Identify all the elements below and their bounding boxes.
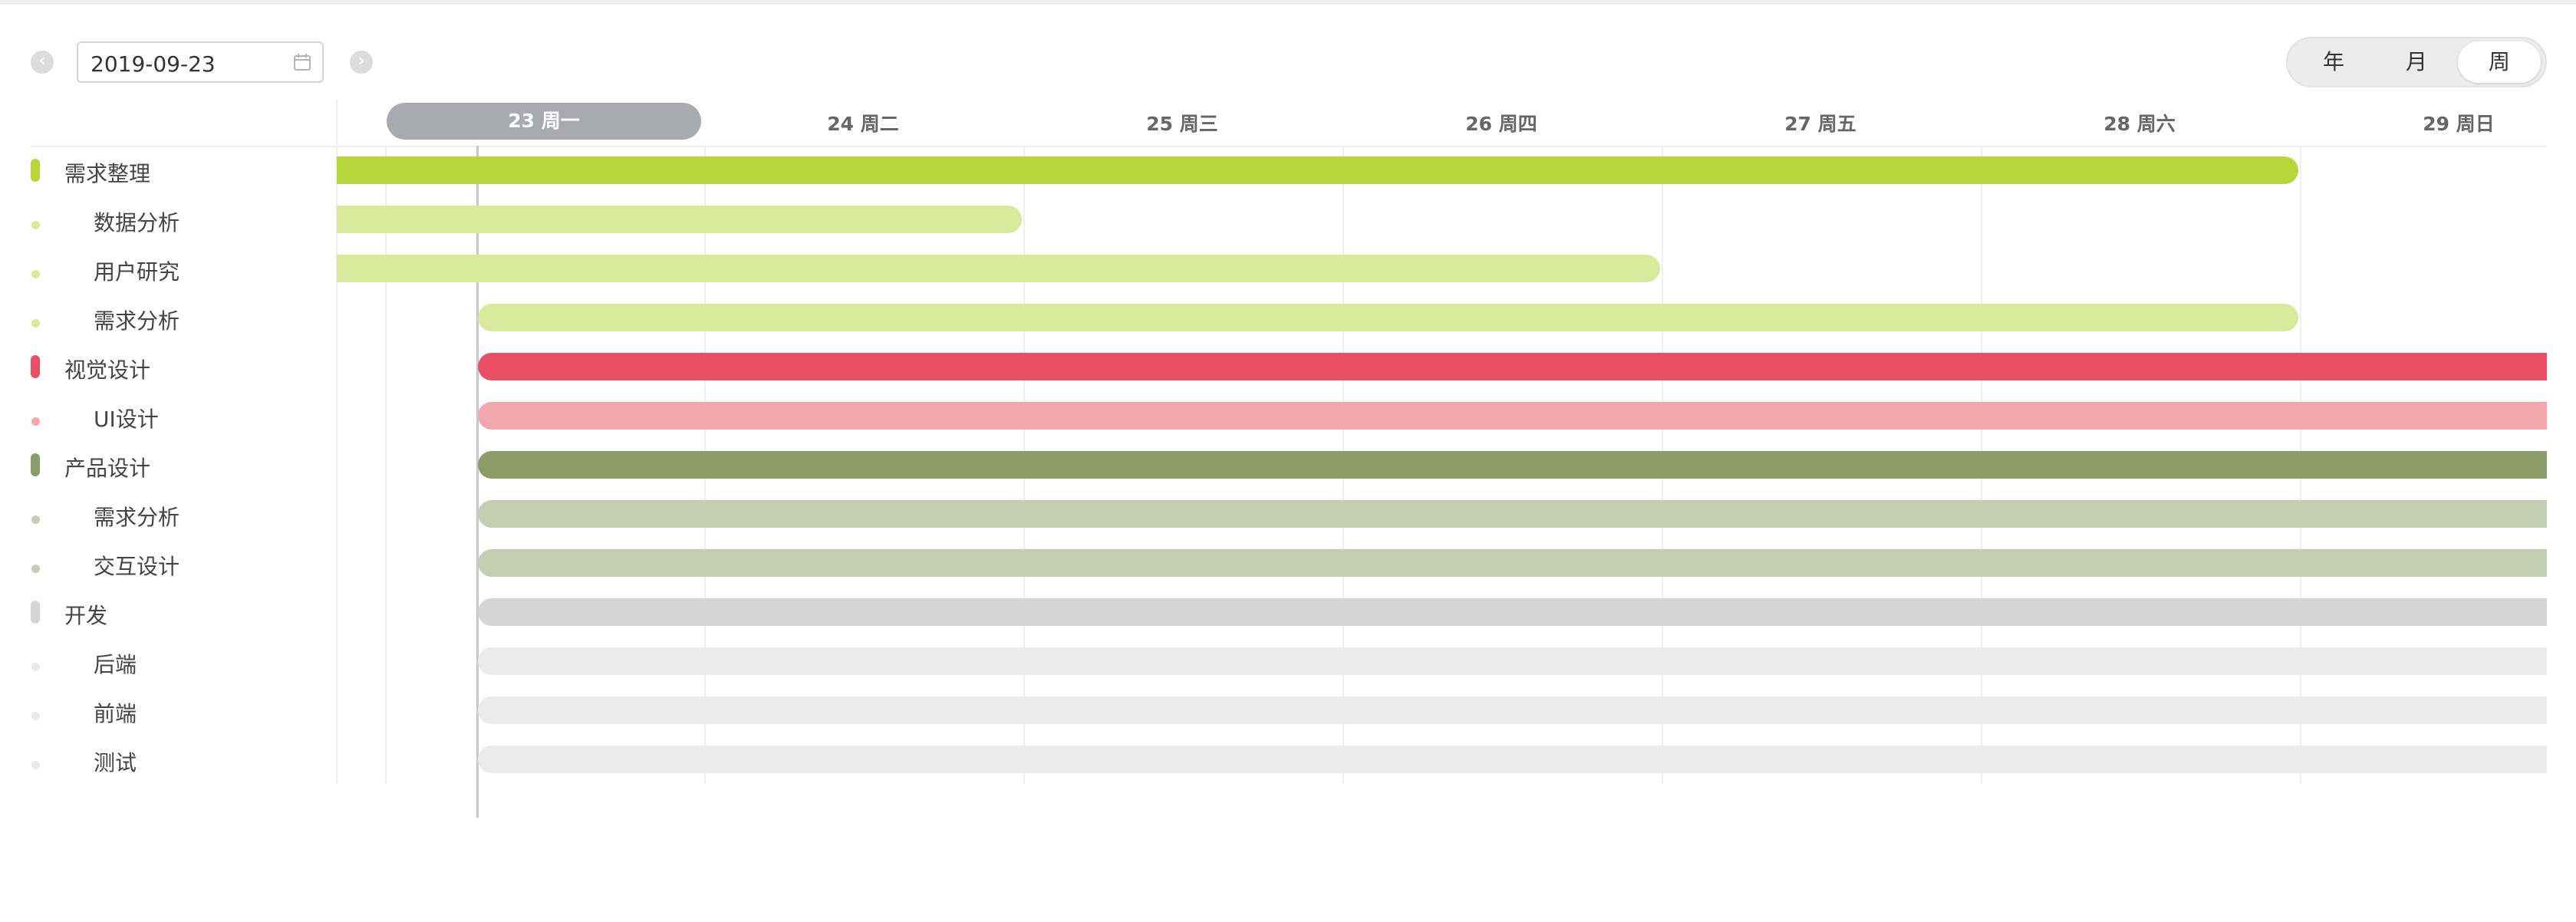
group-color-marker (31, 601, 40, 624)
day-header: 28 周六 (2103, 113, 2176, 135)
today-column-header: 23 周一 (387, 103, 701, 140)
task-bar[interactable] (478, 549, 2547, 577)
chevron-left-icon: ‹ (38, 51, 46, 71)
task-bar[interactable] (478, 304, 2298, 331)
group-color-marker (31, 355, 40, 378)
task-label[interactable]: 数据分析 (94, 210, 180, 235)
day-header: 24 周二 (827, 113, 899, 135)
day-header: 26 周四 (1465, 113, 1537, 135)
task-color-dot (31, 565, 40, 573)
task-bar[interactable] (478, 402, 2547, 430)
task-label[interactable]: 产品设计 (64, 456, 151, 481)
task-label[interactable]: 视觉设计 (64, 357, 151, 383)
task-label[interactable]: 需求整理 (64, 161, 151, 186)
task-color-dot (31, 712, 40, 720)
task-color-dot (31, 417, 40, 426)
task-label[interactable]: 用户研究 (94, 259, 180, 285)
view-year-button[interactable]: 年 (2322, 49, 2344, 74)
next-week-button[interactable]: › (350, 51, 373, 74)
current-time-line (476, 146, 479, 818)
day-header: 29 周日 (2423, 113, 2495, 135)
day-header: 25 周三 (1146, 113, 1218, 135)
view-switcher: 年 月 周 (2286, 37, 2547, 87)
task-bar[interactable] (478, 451, 2547, 479)
task-bar[interactable] (337, 156, 2298, 184)
top-border (0, 0, 2576, 5)
task-color-dot (31, 761, 40, 769)
chevron-right-icon: › (357, 51, 365, 71)
task-bar[interactable] (337, 255, 1660, 282)
task-bar[interactable] (478, 500, 2547, 528)
task-label[interactable]: 需求分析 (94, 505, 180, 530)
prev-week-button[interactable]: ‹ (31, 51, 54, 74)
task-label[interactable]: 交互设计 (94, 554, 180, 579)
view-week-button[interactable]: 周 (2458, 41, 2541, 83)
task-bar[interactable] (337, 206, 1022, 233)
day-header: 27 周五 (1784, 113, 1856, 135)
task-label[interactable]: 开发 (64, 603, 108, 628)
task-color-dot (31, 270, 40, 278)
task-bar[interactable] (478, 696, 2547, 724)
task-label[interactable]: UI设计 (94, 407, 159, 432)
header-divider (31, 146, 2547, 147)
task-color-dot (31, 319, 40, 328)
task-bar[interactable] (478, 746, 2547, 773)
task-label[interactable]: 后端 (94, 652, 137, 677)
grid-line (385, 146, 387, 784)
date-value: 2019-09-23 (91, 51, 216, 77)
task-label[interactable]: 需求分析 (94, 308, 180, 334)
task-color-dot (31, 663, 40, 671)
task-bar[interactable] (478, 647, 2547, 675)
view-month-button[interactable]: 月 (2405, 49, 2427, 74)
task-bar[interactable] (478, 353, 2547, 380)
calendar-icon (294, 54, 311, 71)
date-picker[interactable]: 2019-09-23 (77, 41, 324, 83)
group-color-marker (31, 159, 40, 182)
label-column-divider (336, 100, 338, 784)
task-label[interactable]: 测试 (94, 750, 137, 775)
task-label[interactable]: 前端 (94, 701, 137, 726)
task-bar[interactable] (478, 598, 2547, 626)
task-color-dot (31, 515, 40, 524)
task-color-dot (31, 221, 40, 229)
group-color-marker (31, 453, 40, 476)
